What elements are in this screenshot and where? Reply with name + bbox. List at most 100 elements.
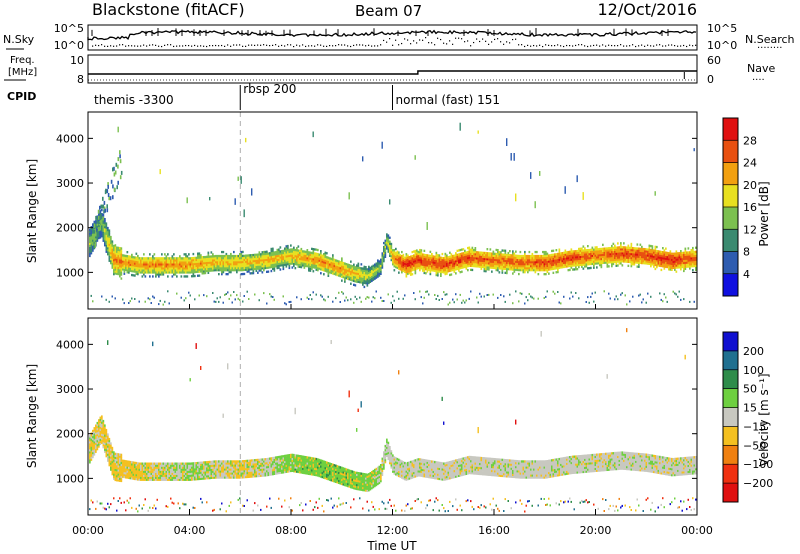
power-cell bbox=[137, 260, 139, 264]
power-cell bbox=[621, 254, 624, 257]
power-cell bbox=[441, 252, 444, 256]
velocity-cell bbox=[105, 438, 108, 442]
power-cell bbox=[426, 262, 429, 265]
nsearch-point bbox=[683, 44, 685, 47]
velocity-cell bbox=[150, 464, 153, 467]
power-cell bbox=[254, 265, 256, 269]
power-cell bbox=[351, 277, 354, 280]
power-cell bbox=[372, 264, 375, 267]
power-cell bbox=[519, 254, 522, 258]
nsearch-point bbox=[365, 45, 367, 47]
power-cell bbox=[216, 259, 219, 262]
power-cell bbox=[119, 251, 121, 254]
power-cell bbox=[143, 271, 145, 274]
arc-cell bbox=[102, 204, 105, 209]
power-cell bbox=[615, 254, 618, 257]
nsearch-point bbox=[206, 45, 208, 48]
velocity-cell bbox=[116, 471, 118, 474]
power-cell bbox=[486, 264, 489, 267]
power-cell bbox=[618, 250, 621, 253]
power-cell bbox=[614, 260, 616, 264]
power-cell bbox=[408, 258, 411, 261]
nsearch-point bbox=[620, 44, 622, 46]
power-cell bbox=[107, 228, 109, 232]
power-cell bbox=[651, 247, 654, 250]
power-cell bbox=[335, 265, 337, 268]
power-cell bbox=[264, 256, 267, 260]
power-cell bbox=[254, 267, 256, 271]
power-cell bbox=[185, 263, 187, 266]
power-cell bbox=[423, 257, 426, 261]
power-cell bbox=[492, 258, 495, 261]
velocity-cell bbox=[108, 462, 111, 465]
velocity-cell bbox=[126, 476, 129, 479]
power-cell bbox=[324, 269, 327, 272]
power-cell bbox=[446, 258, 448, 261]
velocity-cell bbox=[155, 472, 157, 475]
power-cell bbox=[287, 257, 289, 260]
power-cell bbox=[690, 257, 693, 260]
power-cell bbox=[408, 266, 411, 269]
power-cell bbox=[102, 221, 105, 224]
power-cell bbox=[447, 256, 450, 259]
power-cell bbox=[687, 263, 690, 266]
power-cell bbox=[333, 260, 336, 264]
power-cell bbox=[585, 261, 588, 264]
velocity-cell bbox=[117, 477, 120, 480]
power-cell bbox=[449, 267, 451, 271]
power-cell bbox=[128, 259, 130, 262]
power-cell bbox=[432, 259, 435, 262]
power-cell bbox=[260, 261, 262, 264]
power-cell bbox=[143, 257, 145, 260]
power-cell bbox=[279, 264, 282, 267]
ground-scatter-cell bbox=[554, 292, 556, 295]
power-cell bbox=[672, 252, 675, 255]
power-cell bbox=[581, 257, 583, 260]
power-cell bbox=[176, 257, 178, 260]
power-cell bbox=[393, 255, 396, 258]
power-cell bbox=[143, 253, 145, 256]
nsearch-point bbox=[413, 40, 415, 42]
power-cell bbox=[398, 255, 400, 258]
power-cell bbox=[606, 259, 609, 262]
power-cell bbox=[390, 252, 393, 256]
power-cell bbox=[210, 267, 213, 270]
ground-scatter-cell bbox=[461, 301, 463, 304]
power-cell bbox=[350, 268, 352, 271]
power-cell bbox=[368, 271, 370, 275]
power-cell bbox=[687, 257, 690, 260]
power-cell bbox=[500, 253, 502, 256]
power-cell bbox=[258, 263, 261, 266]
power-cell bbox=[362, 273, 364, 276]
power-cell bbox=[419, 267, 421, 270]
power-cell bbox=[593, 254, 595, 257]
power-cell bbox=[500, 251, 502, 254]
power-cell bbox=[155, 271, 157, 274]
power-cell bbox=[245, 264, 247, 267]
velocity-cell bbox=[144, 466, 147, 469]
scatter-fleck bbox=[510, 153, 512, 161]
velocity-cell bbox=[101, 441, 103, 444]
ground-scatter-cell bbox=[660, 298, 662, 301]
power-cell bbox=[455, 252, 457, 255]
power-cell bbox=[657, 258, 660, 261]
scatter-fleck bbox=[459, 122, 461, 131]
power-cell bbox=[110, 235, 112, 239]
power-cell bbox=[107, 237, 109, 240]
power-cell bbox=[224, 269, 226, 272]
power-cell bbox=[611, 263, 613, 266]
power-cell bbox=[89, 238, 91, 242]
power-cell bbox=[135, 258, 138, 261]
velocity-cell bbox=[98, 431, 100, 434]
power-cell bbox=[528, 267, 531, 270]
power-cell bbox=[674, 262, 676, 265]
nsearch-point bbox=[356, 44, 358, 46]
power-cell bbox=[659, 250, 661, 253]
power-cell bbox=[107, 239, 109, 242]
power-cell bbox=[666, 257, 669, 261]
power-cell bbox=[423, 271, 426, 275]
power-cell bbox=[401, 271, 403, 274]
velocity-cell bbox=[98, 441, 100, 444]
power-cell bbox=[687, 255, 690, 258]
power-cell bbox=[539, 269, 541, 272]
